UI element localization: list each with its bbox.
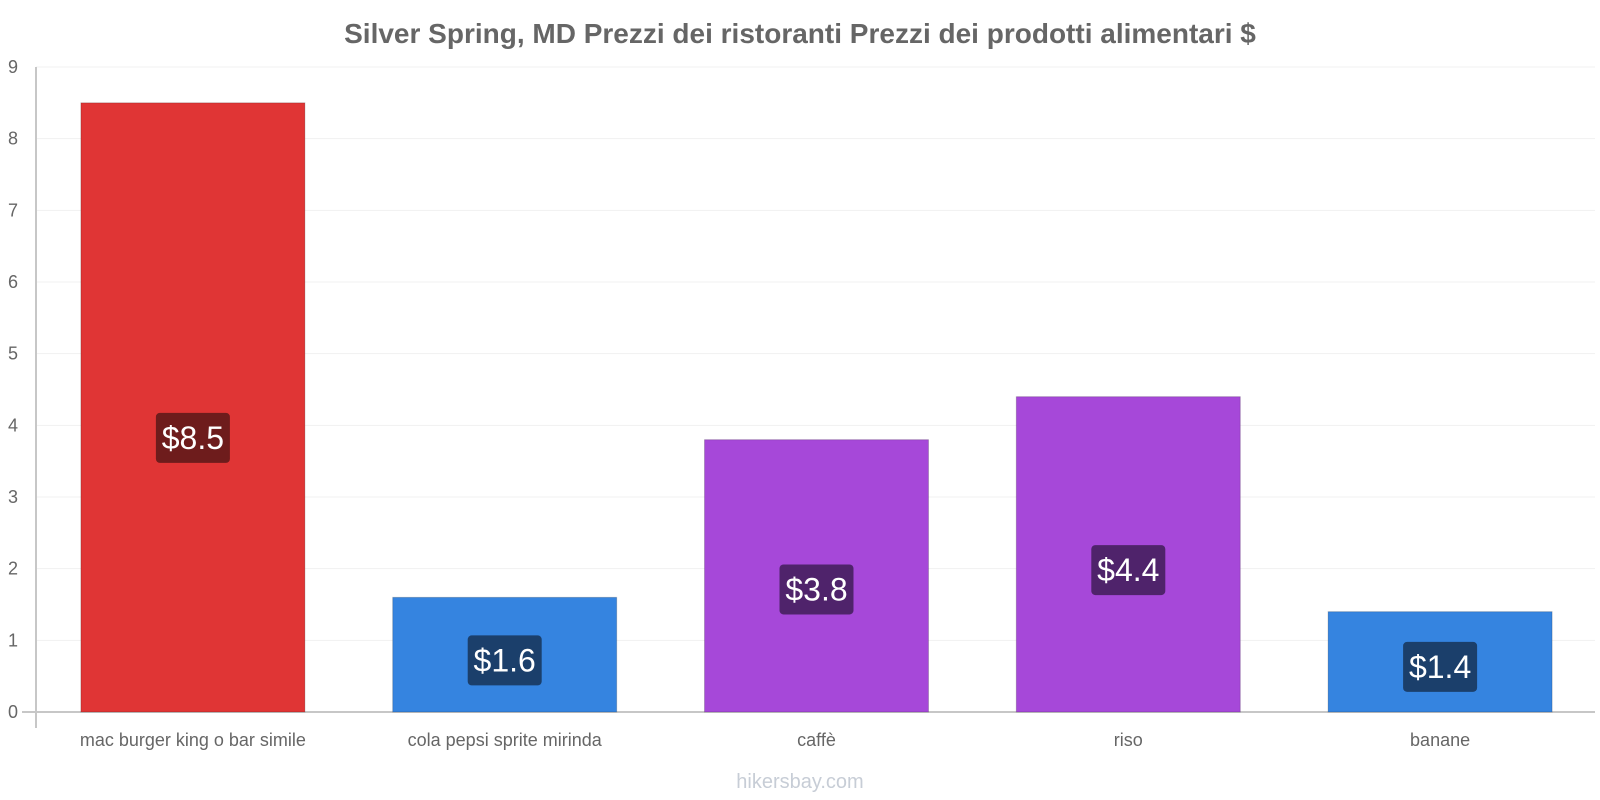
x-tick-labels: mac burger king o bar simile cola pepsi s… (80, 730, 1470, 750)
y-tick-label: 7 (8, 200, 18, 220)
y-tick-label: 1 (8, 630, 18, 650)
data-label: $1.4 (1409, 649, 1471, 685)
data-label-box (1091, 545, 1166, 596)
y-tick-label: 9 (8, 57, 18, 77)
y-tick-label: 3 (8, 487, 18, 507)
data-label-box (467, 635, 542, 686)
y-tick-labels: 0 1 2 3 4 5 6 7 8 9 (8, 57, 18, 722)
data-label: $1.6 (474, 642, 536, 678)
y-tick-label: 2 (8, 559, 18, 579)
bars (80, 102, 1553, 713)
x-tick-label: banane (1410, 730, 1470, 750)
y-tick-label: 4 (8, 415, 18, 435)
y-tick-label: 5 (8, 344, 18, 364)
x-tick-label: riso (1114, 730, 1143, 750)
data-label-box (1403, 641, 1478, 692)
data-label-box (779, 564, 854, 615)
watermark: hikersbay.com (736, 771, 863, 793)
data-label-box (155, 412, 230, 463)
x-tick-label: mac burger king o bar simile (80, 730, 306, 750)
y-tick-label: 8 (8, 129, 18, 149)
data-labels: $8.5 $1.6 $3.8 $4.4 $1.4 (155, 412, 1478, 692)
data-label: $8.5 (162, 420, 224, 456)
y-tick-label: 0 (8, 702, 18, 722)
x-tick-label: cola pepsi sprite mirinda (408, 730, 603, 750)
bar (80, 102, 306, 713)
y-tick-label: 6 (8, 272, 18, 292)
x-tick-label: caffè (797, 730, 836, 750)
data-label: $3.8 (785, 571, 847, 607)
data-label: $4.4 (1097, 552, 1159, 588)
chart-title: Silver Spring, MD Prezzi dei ristoranti … (344, 18, 1256, 49)
